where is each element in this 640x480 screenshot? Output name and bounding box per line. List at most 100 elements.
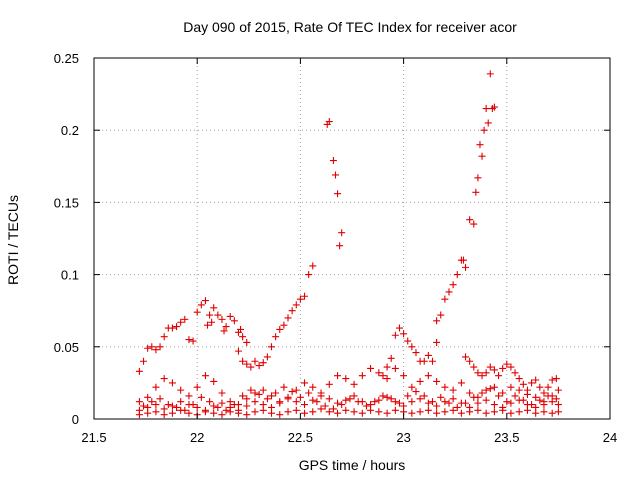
data-point	[441, 383, 449, 391]
data-point	[362, 402, 370, 410]
data-point	[354, 398, 362, 406]
data-point	[135, 411, 143, 419]
data-point	[329, 157, 337, 165]
data-point	[412, 349, 420, 357]
data-point	[519, 396, 527, 404]
data-point	[346, 395, 354, 403]
data-point	[173, 323, 181, 331]
data-point	[511, 369, 519, 377]
x-tick-label: 22	[190, 430, 204, 445]
data-point	[276, 325, 284, 333]
data-point	[420, 357, 428, 365]
data-point	[408, 398, 416, 406]
data-point	[342, 406, 350, 414]
data-point	[218, 389, 226, 397]
data-point	[552, 395, 560, 403]
data-point	[321, 402, 329, 410]
data-point	[459, 256, 467, 264]
x-tick-label: 24	[603, 430, 617, 445]
y-tick-label: 0.05	[54, 340, 79, 355]
data-point	[280, 321, 288, 329]
data-point	[336, 242, 344, 250]
data-point	[375, 408, 383, 416]
data-point	[480, 126, 488, 134]
data-point	[292, 386, 300, 394]
data-point	[490, 408, 498, 416]
data-point	[313, 398, 321, 406]
data-point	[152, 383, 160, 391]
data-point	[181, 315, 189, 323]
data-point	[144, 393, 152, 401]
data-point	[387, 354, 395, 362]
data-point	[334, 409, 342, 417]
data-point	[189, 337, 197, 345]
data-point	[206, 398, 214, 406]
data-point	[358, 409, 366, 417]
data-point	[259, 359, 267, 367]
data-point	[482, 396, 490, 404]
data-point	[554, 386, 562, 394]
data-point	[416, 395, 424, 403]
data-points	[135, 70, 562, 419]
data-point	[301, 409, 309, 417]
data-point	[470, 393, 478, 401]
data-point	[309, 396, 317, 404]
data-point	[280, 383, 288, 391]
data-point	[152, 408, 160, 416]
data-point	[301, 292, 309, 300]
data-point	[445, 399, 453, 407]
data-point	[490, 383, 498, 391]
data-point	[301, 401, 309, 409]
data-point	[482, 409, 490, 417]
data-point	[495, 392, 503, 400]
data-point	[284, 395, 292, 403]
data-point	[490, 103, 498, 111]
data-point	[251, 389, 259, 397]
data-point	[391, 398, 399, 406]
data-point	[160, 411, 168, 419]
data-point	[204, 321, 212, 329]
data-point	[259, 406, 267, 414]
data-point	[466, 389, 474, 397]
data-point	[301, 379, 309, 387]
data-point	[226, 312, 234, 320]
data-point	[317, 392, 325, 400]
data-point	[472, 188, 480, 196]
y-tick-label: 0.1	[61, 268, 79, 283]
data-point	[247, 386, 255, 394]
data-point	[201, 408, 209, 416]
data-point	[474, 174, 482, 182]
data-point	[177, 398, 185, 406]
data-point	[135, 367, 143, 375]
y-tick-label: 0.2	[61, 123, 79, 138]
data-point	[239, 333, 247, 341]
data-point	[181, 406, 189, 414]
data-point	[457, 409, 465, 417]
data-point	[296, 393, 304, 401]
data-point	[453, 271, 461, 279]
data-point	[350, 392, 358, 400]
data-point	[164, 401, 172, 409]
data-point	[185, 392, 193, 400]
data-point	[478, 389, 486, 397]
data-point	[466, 357, 474, 365]
data-point	[272, 389, 280, 397]
data-point	[371, 398, 379, 406]
data-point	[222, 323, 230, 331]
data-point	[222, 406, 230, 414]
data-point	[263, 353, 271, 361]
data-point	[424, 406, 432, 414]
data-point	[226, 408, 234, 416]
data-point	[309, 408, 317, 416]
chart-title: Day 090 of 2015, Rate Of TEC Index for r…	[183, 19, 517, 35]
data-point	[239, 357, 247, 365]
data-point	[317, 405, 325, 413]
data-point	[140, 357, 148, 365]
data-point	[540, 401, 548, 409]
data-point	[482, 386, 490, 394]
data-point	[268, 392, 276, 400]
data-point	[408, 343, 416, 351]
x-tick-label: 21.5	[81, 430, 106, 445]
data-point	[173, 403, 181, 411]
data-point	[462, 353, 470, 361]
